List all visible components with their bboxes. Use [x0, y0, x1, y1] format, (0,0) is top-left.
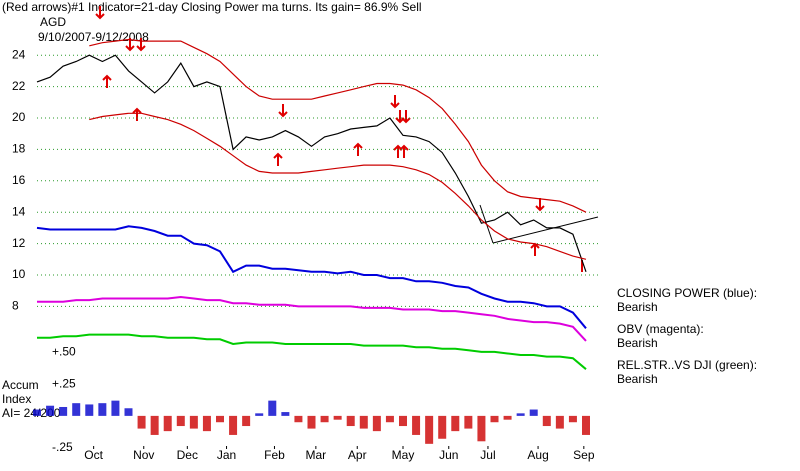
legend-text: Bearish: [617, 300, 658, 314]
accum-label: Accum: [2, 378, 39, 392]
x-tick-label: Aug: [527, 448, 548, 462]
legend-text: Bearish: [617, 372, 658, 386]
bar: [568, 415, 577, 423]
bar: [333, 415, 342, 420]
bar: [438, 415, 447, 439]
signal-arrows: [95, 6, 583, 272]
bar: [425, 415, 434, 444]
bar: [346, 415, 355, 427]
bar: [111, 400, 120, 416]
bar: [503, 415, 512, 420]
bar: [33, 409, 41, 416]
series-line: [37, 295, 587, 342]
bar: [150, 415, 159, 435]
bar: [268, 400, 277, 416]
y-tick-label: 8: [12, 299, 19, 313]
bar: [490, 415, 499, 423]
bar: [307, 415, 316, 429]
bar: [542, 415, 551, 427]
y-tick-label: -.25: [52, 440, 73, 454]
y-tick-label: 24: [12, 47, 26, 61]
accum-label: Index: [2, 392, 31, 406]
bar: [98, 403, 107, 416]
bar: [255, 413, 264, 416]
bar: [451, 415, 460, 432]
legend-text: CLOSING POWER (blue):: [617, 286, 757, 300]
series-line: [37, 333, 587, 370]
bar: [242, 415, 251, 427]
series-line: [36, 54, 587, 272]
y-tick-label: 20: [12, 110, 26, 124]
bar: [477, 415, 486, 442]
bar: [176, 415, 185, 427]
y-tick-label: 12: [12, 236, 26, 250]
accum-label: AI= 24/200: [2, 406, 61, 420]
bar: [412, 415, 421, 435]
bar: [372, 415, 381, 432]
y-tick-label: 18: [12, 142, 26, 156]
chart-title: (Red arrows)#1 Indicator=21-day Closing …: [2, 0, 422, 14]
bar: [216, 415, 224, 423]
bar: [385, 415, 394, 423]
bar: [85, 404, 94, 416]
y-tick-label: 22: [12, 79, 26, 93]
x-tick-label: Jun: [439, 448, 458, 462]
x-tick-label: Nov: [133, 448, 154, 462]
bar: [281, 412, 290, 416]
date-range: 9/10/2007-9/12/2008: [38, 30, 149, 44]
x-tick-label: Sep: [573, 448, 595, 462]
bar: [359, 415, 368, 429]
bar: [189, 415, 198, 429]
series-line: [89, 38, 587, 213]
bar: [163, 415, 172, 432]
ticker: AGD: [40, 15, 66, 29]
y-tick-label: +.25: [52, 376, 76, 390]
bar: [46, 405, 55, 416]
x-tick-label: Feb: [264, 448, 285, 462]
bar: [72, 403, 81, 416]
bar: [137, 415, 146, 429]
bar: [59, 406, 68, 416]
y-tick-label: 14: [12, 204, 26, 218]
legend-text: Bearish: [617, 336, 658, 350]
x-tick-label: Jan: [217, 448, 236, 462]
x-tick-label: Dec: [177, 448, 198, 462]
trend-lines: [479, 204, 599, 244]
bar: [555, 415, 564, 429]
x-tick-label: Apr: [348, 448, 367, 462]
bar: [320, 415, 329, 423]
y-tick-label: 10: [12, 267, 26, 281]
legend-text: OBV (magenta):: [617, 322, 704, 336]
bar: [202, 415, 211, 432]
series-line: [36, 225, 587, 329]
x-tick-label: Jul: [480, 448, 495, 462]
bar: [294, 415, 303, 423]
bar: [516, 413, 525, 416]
series-line: [89, 112, 587, 260]
x-tick-label: Mar: [306, 448, 327, 462]
bar: [229, 415, 238, 435]
bar: [582, 415, 590, 435]
bar: [124, 408, 133, 416]
x-tick-label: May: [392, 448, 415, 462]
bar: [399, 415, 407, 427]
x-tick-label: Oct: [84, 448, 103, 462]
y-tick-label: 16: [12, 173, 26, 187]
legend-text: REL.STR..VS DJI (green):: [617, 358, 757, 372]
y-tick-label: +.50: [52, 345, 76, 359]
bar: [529, 409, 538, 416]
bar: [464, 415, 473, 429]
